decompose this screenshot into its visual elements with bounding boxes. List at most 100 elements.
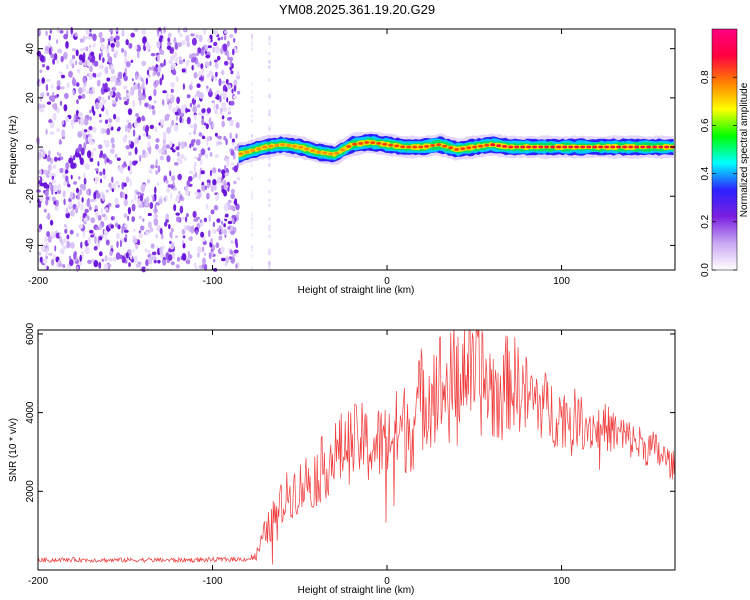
noise-streak: [268, 198, 271, 202]
noise-dot: [134, 146, 138, 155]
noise-dot: [200, 231, 205, 238]
noise-dot: [58, 183, 61, 191]
noise-dot: [66, 234, 70, 240]
noise-streak: [268, 224, 271, 228]
noise-dot: [51, 258, 55, 266]
noise-dot: [173, 124, 179, 132]
noise-dot: [194, 114, 197, 121]
noise-dot: [169, 140, 173, 147]
noise-dot: [147, 66, 153, 71]
noise-streak: [268, 227, 271, 231]
noise-dot: [232, 48, 235, 56]
noise-dot: [188, 84, 193, 91]
noise-dot: [47, 236, 52, 243]
noise-dot: [147, 249, 151, 255]
noise-dot: [138, 230, 142, 234]
noise-dot: [61, 136, 66, 140]
noise-dot: [130, 59, 134, 63]
noise-dot: [82, 76, 87, 83]
noise-dot: [123, 229, 129, 233]
noise-dot: [98, 251, 103, 257]
noise-dot: [103, 230, 108, 235]
noise-dot: [67, 183, 71, 188]
noise-dot: [191, 37, 197, 46]
noise-dot: [206, 181, 210, 189]
noise-dot: [105, 48, 110, 53]
noise-dot: [64, 169, 69, 174]
track-peak: [610, 145, 616, 149]
noise-dot: [116, 157, 121, 161]
noise-dot: [218, 235, 223, 241]
noise-dot: [195, 229, 199, 235]
noise-dot: [83, 118, 89, 126]
noise-dot: [62, 264, 66, 269]
noise-dot: [106, 128, 111, 136]
noise-dot: [86, 150, 92, 159]
noise-dot: [208, 229, 211, 238]
noise-dot: [190, 225, 195, 234]
noise-dot: [125, 176, 130, 183]
spectrogram-frame: [37, 28, 676, 271]
noise-dot: [189, 236, 193, 242]
noise-dot: [212, 221, 216, 228]
noise-dot: [131, 216, 135, 223]
noise-dot: [214, 29, 218, 36]
track-peak: [346, 145, 352, 148]
track-peak: [382, 142, 388, 146]
noise-dot: [78, 260, 82, 267]
noise-dot: [223, 189, 228, 197]
noise-dot: [48, 195, 51, 202]
noise-dot: [167, 42, 172, 46]
noise-dot: [69, 258, 74, 267]
noise-dot: [82, 35, 85, 43]
noise-dot: [97, 73, 101, 78]
noise-dot: [117, 224, 121, 230]
noise-dot: [188, 176, 193, 182]
noise-dot: [175, 264, 180, 269]
noise-dot: [162, 99, 165, 106]
noise-dot: [104, 82, 108, 90]
noise-dot: [212, 179, 217, 186]
noise-dot: [48, 173, 53, 177]
noise-dot: [223, 180, 227, 188]
noise-dot: [78, 176, 81, 180]
noise-dot: [215, 45, 220, 54]
noise-dot: [142, 88, 145, 96]
noise-dot: [83, 133, 86, 140]
noise-dot: [221, 220, 224, 225]
noise-streak: [268, 36, 271, 39]
track-peak: [478, 144, 484, 148]
track-peak: [520, 145, 526, 149]
noise-dot: [154, 204, 157, 212]
noise-dot: [38, 28, 41, 37]
noise-dot: [89, 116, 92, 121]
track-peak: [466, 146, 472, 150]
noise-dot: [162, 245, 165, 250]
noise-dot: [178, 56, 182, 60]
noise-streak: [268, 263, 271, 266]
noise-dot: [215, 62, 219, 69]
noise-dot: [108, 40, 111, 46]
noise-dot: [210, 37, 213, 42]
noise-dot: [179, 205, 184, 214]
noise-dot: [53, 254, 56, 260]
noise-dot: [128, 140, 132, 145]
noise-dot: [229, 66, 232, 71]
noise-dot: [236, 177, 241, 181]
noise-dot: [84, 129, 88, 133]
noise-dot: [115, 116, 120, 123]
noise-dot: [134, 255, 138, 263]
noise-dot: [114, 153, 118, 158]
noise-dot: [149, 227, 154, 233]
noise-dot: [161, 74, 164, 81]
noise-dot: [142, 133, 148, 137]
track-peak: [448, 146, 454, 150]
noise-dot: [228, 106, 231, 113]
track-peak: [418, 145, 424, 149]
noise-dot: [152, 195, 155, 203]
noise-streak: [250, 109, 253, 113]
noise-dot: [86, 199, 90, 207]
noise-dot: [216, 94, 220, 101]
noise-streak: [250, 245, 253, 249]
noise-dot: [97, 214, 102, 221]
